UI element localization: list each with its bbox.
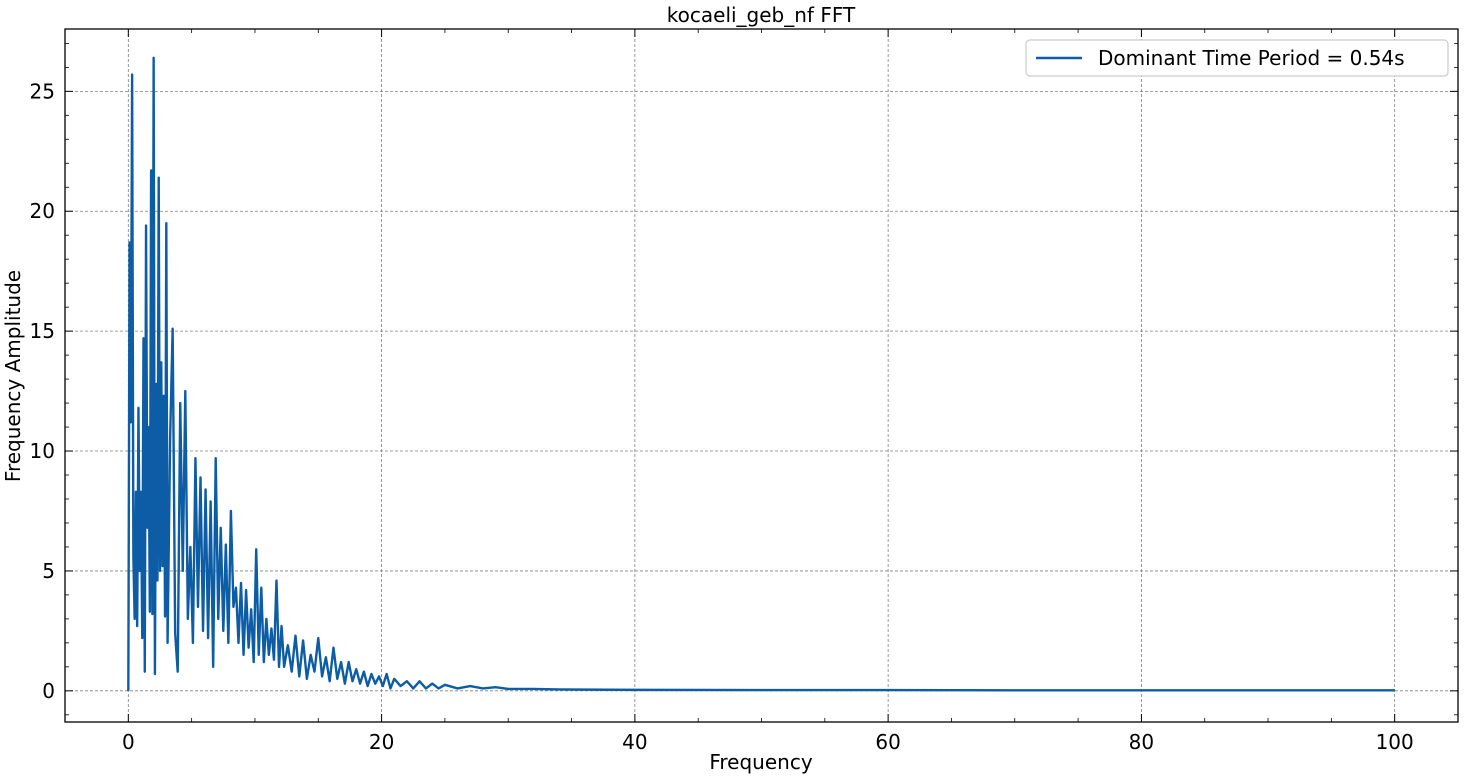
y-tick-label: 15 bbox=[30, 319, 55, 343]
plot-frame bbox=[64, 28, 1459, 723]
y-axis-label: Frequency Amplitude bbox=[1, 270, 25, 482]
y-tick-label: 25 bbox=[30, 79, 55, 103]
series-group bbox=[127, 56, 1395, 692]
chart-title: kocaeli_geb_nf FFT bbox=[667, 3, 856, 27]
grid-lines bbox=[65, 29, 1458, 722]
series-line bbox=[127, 56, 1395, 692]
x-tick-label: 100 bbox=[1376, 730, 1414, 754]
x-tick-label: 80 bbox=[1129, 730, 1154, 754]
x-tick-label: 0 bbox=[122, 730, 135, 754]
legend: Dominant Time Period = 0.54s bbox=[1025, 39, 1449, 77]
x-tick-labels: 0 20 40 60 80 100 bbox=[122, 730, 1414, 754]
y-tick-label: 20 bbox=[30, 199, 55, 223]
x-tick-label: 40 bbox=[622, 730, 647, 754]
y-tick-label: 0 bbox=[42, 679, 55, 703]
axis-ticks bbox=[64, 29, 1459, 722]
y-tick-label: 5 bbox=[42, 559, 55, 583]
legend-entry-label: Dominant Time Period = 0.54s bbox=[1098, 46, 1405, 70]
y-tick-label: 10 bbox=[30, 439, 55, 463]
y-tick-labels: 0 5 10 15 20 25 bbox=[30, 79, 55, 702]
legend-box bbox=[1025, 39, 1449, 77]
x-tick-label: 60 bbox=[875, 730, 900, 754]
x-tick-label: 20 bbox=[369, 730, 394, 754]
x-axis-label: Frequency bbox=[709, 750, 812, 774]
